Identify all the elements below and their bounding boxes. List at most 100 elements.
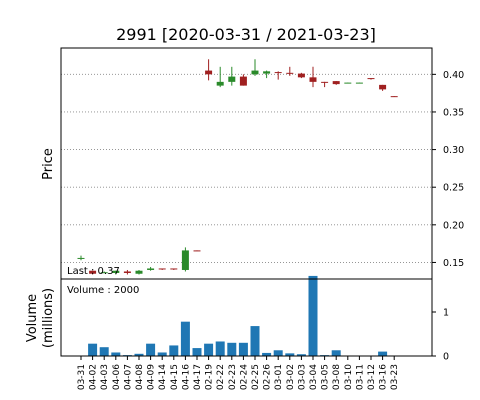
- x-tick-label: 02-19: [205, 364, 215, 390]
- x-tick-label: 04-14: [158, 364, 168, 390]
- x-tick-label: 02-26: [263, 364, 273, 390]
- x-tick-label: 03-10: [344, 364, 354, 390]
- x-tick-label: 04-17: [193, 364, 203, 390]
- candle-body: [228, 76, 236, 82]
- x-tick-label: 03-05: [321, 364, 331, 390]
- candle-body: [274, 72, 282, 74]
- x-tick-label: 03-08: [332, 364, 342, 390]
- x-tick-label: 02-25: [251, 364, 261, 390]
- candle-body: [123, 271, 131, 273]
- chart-title: 2991 [2020-03-31 / 2021-03-23]: [116, 25, 376, 44]
- candle-body: [239, 76, 247, 86]
- x-axis: 03-31 04-02 04-03 04-06 04-07 04-08 04-09 04-14…: [77, 356, 400, 390]
- price-panel: 0.15 0.20 0.25 0.30 0.35 0.40 Price Last : 0.…: [41, 47, 464, 280]
- x-tick-label: 03-04: [309, 364, 319, 390]
- volume-bar: [262, 352, 272, 356]
- candle-body: [193, 250, 201, 252]
- x-tick-label: 04-09: [147, 364, 157, 390]
- volume-bar: [308, 275, 318, 356]
- volume-bars: [88, 275, 388, 356]
- price-grid: [61, 73, 432, 263]
- x-tick-label: 04-03: [100, 364, 110, 390]
- volume-bar: [180, 321, 190, 356]
- volume-bar: [238, 342, 248, 356]
- x-tick-label: 03-02: [286, 364, 296, 390]
- candle-body: [367, 78, 375, 80]
- volume-bar: [88, 343, 98, 356]
- x-tick-label: 04-15: [170, 364, 180, 390]
- volume-bar: [204, 343, 214, 356]
- candle-body: [379, 84, 387, 90]
- x-tick-label: 04-16: [181, 364, 191, 390]
- candle-body: [297, 73, 305, 78]
- candle-body: [89, 270, 97, 274]
- price-tick-label: 0.30: [443, 145, 464, 156]
- x-tick-label: 03-16: [379, 364, 389, 390]
- volume-y-axis: 01: [432, 308, 449, 363]
- volume-bar: [378, 351, 388, 356]
- volume-bar: [169, 345, 179, 356]
- candle-body: [332, 81, 340, 85]
- candle-body: [251, 70, 259, 75]
- price-axis-label: Price: [41, 148, 56, 180]
- candle-body: [158, 268, 166, 270]
- candle-body: [321, 81, 329, 83]
- x-tick-label: 02-23: [228, 364, 238, 390]
- candle-body: [309, 77, 317, 82]
- candle-body: [344, 82, 352, 84]
- candle-body: [263, 71, 271, 74]
- candle-body: [355, 82, 363, 84]
- candle-body: [390, 96, 398, 98]
- candle-body: [286, 72, 294, 74]
- candle-body: [147, 268, 155, 270]
- price-tick-label: 0.15: [443, 258, 464, 269]
- volume-bar: [331, 350, 341, 356]
- volume-axis-label-line1: Volume: [25, 294, 40, 342]
- volume-panel-frame: [60, 278, 433, 357]
- candle-body: [135, 270, 143, 274]
- volume-bar: [157, 352, 167, 356]
- candle-body: [170, 268, 178, 270]
- candle-body: [77, 257, 85, 259]
- candle-body: [112, 270, 120, 273]
- volume-axis-label-line2: (millions): [41, 288, 56, 348]
- volume-bar: [227, 342, 237, 356]
- x-tick-label: 02-22: [216, 364, 226, 390]
- x-tick-label: 03-23: [390, 364, 400, 390]
- price-tick-label: 0.40: [443, 70, 464, 81]
- candles: [77, 59, 398, 275]
- volume-bar: [192, 348, 202, 356]
- x-tick-label: 03-11: [355, 364, 365, 390]
- volume-annotation: Volume : 2000: [67, 285, 139, 296]
- price-tick-label: 0.20: [443, 220, 464, 231]
- volume-bar: [215, 341, 225, 356]
- volume-tick-label: 0: [443, 352, 449, 363]
- x-tick-label: 04-02: [89, 364, 99, 390]
- volume-bar: [99, 347, 109, 356]
- x-tick-label: 04-07: [123, 364, 133, 390]
- volume-bar: [146, 343, 156, 356]
- volume-bar: [134, 353, 144, 356]
- candle-body: [205, 70, 213, 75]
- volume-tick-label: 1: [443, 308, 449, 319]
- price-y-axis: 0.15 0.20 0.25 0.30 0.35 0.40: [432, 70, 464, 269]
- volume-panel: 01 Volume (millions) Volume : 2000: [25, 275, 449, 363]
- x-tick-label: 04-06: [112, 364, 122, 390]
- x-tick-label: 03-03: [297, 364, 307, 390]
- volume-bar: [273, 350, 283, 356]
- volume-bar: [285, 353, 295, 356]
- candle-body: [181, 250, 189, 270]
- volume-bar: [296, 354, 306, 356]
- price-tick-label: 0.35: [443, 107, 464, 118]
- price-tick-label: 0.25: [443, 183, 464, 194]
- candle-body: [216, 81, 224, 86]
- last-price-annotation: Last : 0.37: [67, 266, 120, 277]
- x-tick-label: 03-31: [77, 364, 87, 390]
- x-tick-label: 03-12: [367, 364, 377, 390]
- x-tick-label: 03-01: [274, 364, 284, 390]
- x-tick-label: 02-24: [239, 364, 249, 390]
- volume-bar: [111, 352, 121, 356]
- volume-bar: [250, 326, 260, 356]
- candle-body: [100, 272, 108, 274]
